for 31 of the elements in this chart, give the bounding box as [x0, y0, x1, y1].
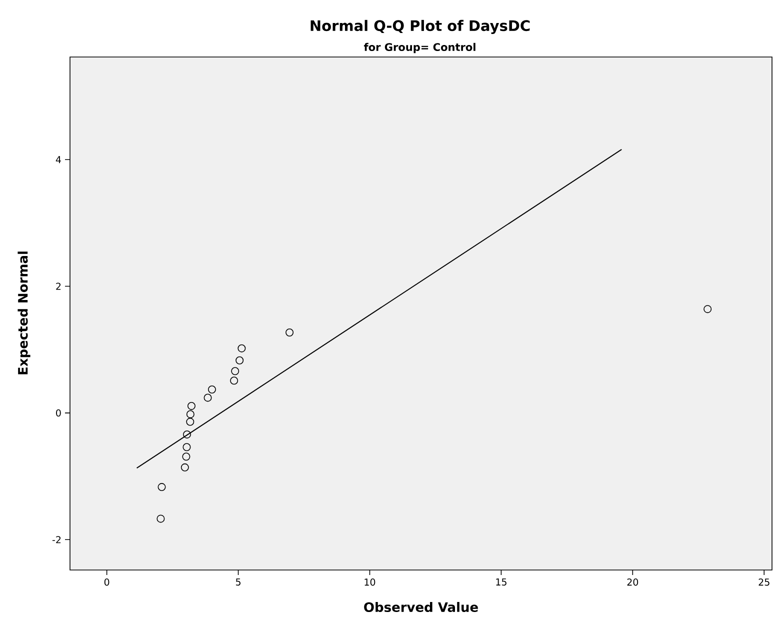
point [180, 463, 189, 472]
point [704, 305, 712, 314]
point [186, 418, 194, 426]
point [208, 386, 216, 394]
point [186, 410, 194, 418]
x-tick-label: 20 [627, 578, 638, 586]
point [156, 514, 165, 523]
point [182, 443, 191, 452]
y-tick-label: 2 [56, 282, 61, 290]
point [238, 344, 246, 352]
point [187, 402, 196, 410]
x-tick-label: 10 [364, 578, 376, 586]
point [236, 356, 244, 364]
point [182, 452, 190, 461]
y-tick-label: 0 [56, 409, 61, 417]
point [158, 483, 166, 492]
x-tick-label: 15 [496, 578, 506, 586]
point [204, 394, 212, 402]
chart-title: Normal Q-Q Plot of DaysDC [310, 20, 530, 34]
point [230, 376, 238, 385]
y-tick-label: -2 [52, 536, 61, 544]
x-tick-label: 5 [236, 578, 240, 586]
y-axis-title: Expected Normal [18, 252, 30, 374]
x-tick-label: 0 [104, 578, 110, 586]
x-axis-title: Observed Value [364, 602, 478, 612]
chart-subtitle: for Group= Control [364, 42, 476, 54]
point [183, 430, 191, 438]
x-tick-label: 25 [758, 578, 770, 586]
point [286, 328, 294, 336]
point [231, 367, 240, 376]
y-tick-label: 4 [56, 156, 61, 164]
